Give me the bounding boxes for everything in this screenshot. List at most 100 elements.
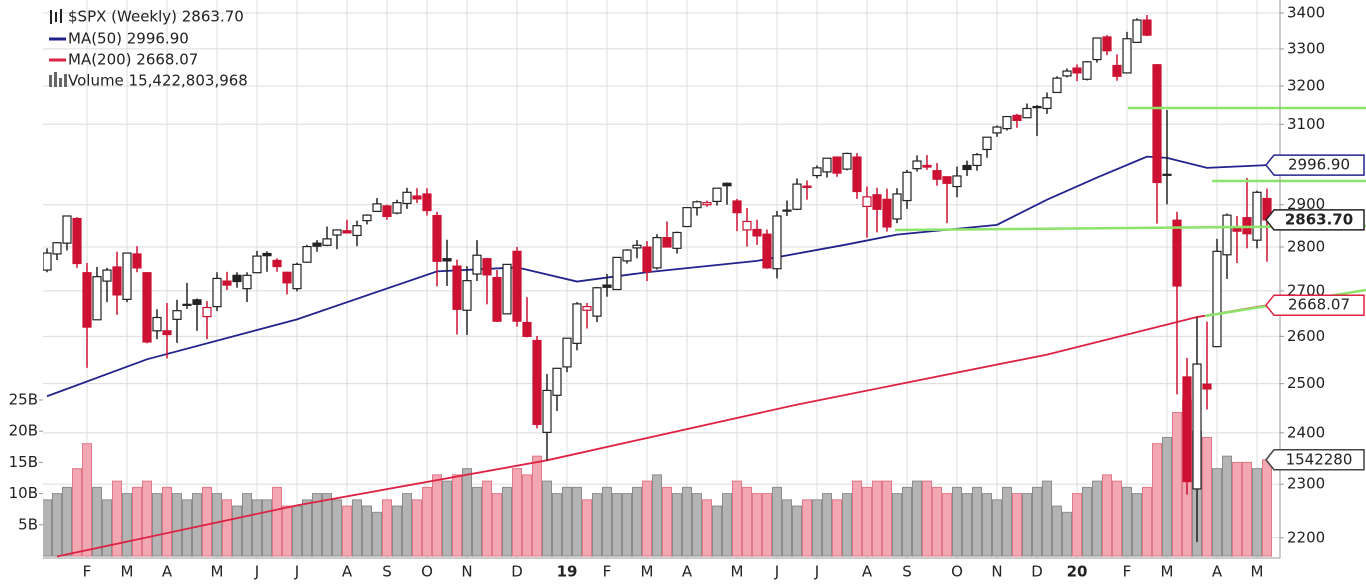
candle-body	[802, 185, 812, 188]
legend-entry: MA(50) 2996.90	[68, 30, 189, 48]
volume-bar	[402, 493, 412, 557]
volume-bar	[1072, 493, 1082, 557]
volume-bar	[222, 499, 232, 557]
candle-body	[1242, 217, 1252, 235]
volume-bar	[592, 493, 602, 557]
volume-icon	[49, 72, 67, 87]
volume-bar	[102, 499, 112, 557]
volume-bar	[702, 499, 712, 557]
volume-bar	[662, 486, 672, 557]
candle-body	[92, 276, 102, 321]
candle-body	[1112, 64, 1122, 77]
x-tick-label: A	[162, 563, 173, 581]
candle-body	[1082, 61, 1092, 80]
volume-bar	[712, 505, 722, 557]
candle-body	[1162, 173, 1172, 176]
candle-body	[572, 303, 582, 344]
candle-body	[422, 193, 432, 212]
volume-bar	[482, 480, 492, 557]
candle-body	[732, 200, 742, 214]
volume-bar	[262, 499, 272, 557]
volume-bar	[462, 468, 472, 557]
candle-body	[492, 276, 502, 322]
volume-bar	[1162, 436, 1172, 557]
candle-body	[402, 191, 412, 205]
volume-bar	[912, 480, 922, 557]
volume-bar	[962, 493, 972, 557]
candle-body	[502, 263, 512, 315]
candle-body	[152, 316, 162, 332]
volume-bar	[232, 505, 242, 557]
x-tick-label: D	[511, 563, 523, 581]
candle-body	[362, 214, 372, 222]
candles	[43, 15, 1272, 543]
volume-bar	[742, 486, 752, 557]
candle-body	[1202, 383, 1212, 390]
candle-body	[612, 256, 622, 291]
candle-body	[1052, 77, 1062, 94]
candle-body	[192, 299, 202, 305]
volume-bar	[362, 505, 372, 557]
x-tick-label: F	[603, 563, 612, 581]
volume-bar	[1232, 461, 1242, 557]
value-tag-label: 2863.70	[1285, 210, 1353, 228]
candle-body	[702, 202, 712, 206]
candle-body	[812, 167, 822, 177]
volume-bar	[542, 480, 552, 557]
volume-bar	[392, 505, 402, 557]
candle-body	[1132, 19, 1142, 43]
volume-bar	[952, 486, 962, 557]
candle-body	[452, 265, 462, 310]
candle-body	[1152, 64, 1162, 184]
volume-bar	[142, 480, 152, 557]
volume-bar	[652, 474, 662, 557]
volume-bar	[1142, 486, 1152, 557]
candle-body	[1252, 191, 1262, 241]
candle-body	[872, 194, 882, 210]
volume-bar	[172, 493, 182, 557]
volume-bar	[1012, 493, 1022, 557]
x-tick-label: A	[342, 563, 353, 581]
volume-bar	[552, 493, 562, 557]
y-tick-label: 2900	[1287, 195, 1325, 213]
volume-bar	[1202, 436, 1212, 557]
volume-bar	[252, 499, 262, 557]
x-tick-label: J	[814, 563, 819, 581]
candle-body	[662, 236, 672, 248]
candle-body	[792, 183, 802, 210]
volume-bar	[162, 486, 172, 557]
x-tick-label: M	[1161, 563, 1174, 581]
candle-body	[1182, 376, 1192, 483]
volume-bar	[632, 486, 642, 557]
candle-body	[462, 280, 472, 311]
volume-bar	[822, 493, 832, 557]
candle-body	[212, 277, 222, 308]
candle-body	[712, 187, 722, 202]
candle-body	[132, 253, 142, 269]
candle-body	[43, 252, 52, 271]
y-tick-label: 2600	[1287, 327, 1325, 345]
candle-body	[372, 203, 382, 212]
volume-bar	[442, 480, 452, 557]
candle-body	[272, 259, 282, 268]
volume-bar	[352, 499, 362, 557]
candle-body	[992, 126, 1002, 134]
volume-bar	[932, 486, 942, 557]
candle-body	[882, 198, 892, 228]
candle-body	[1092, 37, 1102, 61]
volume-bar	[332, 499, 342, 557]
volume-bar	[1032, 486, 1042, 557]
volume-panel	[43, 399, 1272, 557]
value-tag-label: 2668.07	[1288, 296, 1350, 314]
candle-body	[352, 225, 362, 237]
y-tick-label: 3100	[1287, 115, 1325, 133]
candle-body	[542, 389, 552, 433]
candle-body	[1002, 115, 1012, 130]
candle-body	[82, 272, 92, 328]
candle-body	[562, 337, 572, 368]
volume-bar	[752, 493, 762, 557]
volume-bar	[1252, 468, 1262, 557]
volume-bar	[672, 493, 682, 557]
candle-body	[1032, 105, 1042, 109]
